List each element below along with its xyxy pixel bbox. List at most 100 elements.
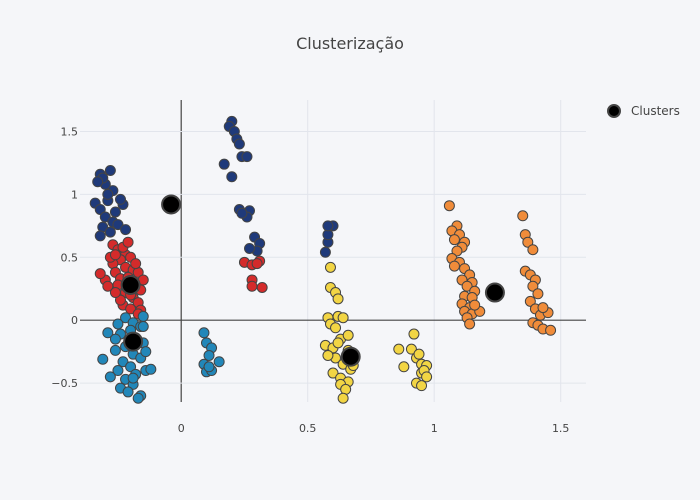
chart-title: Clusterização (296, 34, 404, 53)
data-point (324, 261, 336, 273)
data-point (125, 361, 137, 373)
data-point (448, 260, 460, 272)
y-tick-label: 1.5 (61, 125, 79, 138)
data-point (120, 312, 132, 324)
y-tick-label: −0.5 (51, 377, 78, 390)
data-point (545, 324, 557, 336)
data-point (522, 236, 534, 248)
data-point (322, 349, 334, 361)
data-point (198, 327, 210, 339)
data-point (218, 158, 230, 170)
data-point (233, 138, 245, 150)
data-point (246, 280, 258, 292)
data-point (405, 343, 417, 355)
data-point (342, 329, 354, 341)
data-point (109, 206, 121, 218)
y-tick-label: 0.5 (61, 251, 79, 264)
data-point (461, 280, 473, 292)
data-point (464, 318, 476, 330)
data-point (527, 244, 539, 256)
data-point (203, 361, 215, 373)
x-tick-label: 1.5 (552, 422, 570, 435)
data-point (517, 210, 529, 222)
cluster-centroid (340, 346, 361, 367)
data-point (527, 280, 539, 292)
data-point (416, 380, 428, 392)
data-point (145, 363, 157, 375)
data-point (337, 312, 349, 324)
data-point (109, 287, 121, 299)
data-point (469, 299, 481, 311)
data-point (451, 245, 463, 257)
cluster-centroid (123, 331, 144, 352)
data-point (244, 242, 256, 254)
data-point (241, 151, 253, 163)
data-point (122, 236, 134, 248)
data-point (94, 268, 106, 280)
data-point (112, 219, 124, 231)
data-point (203, 349, 215, 361)
data-point (99, 211, 111, 223)
data-point (256, 281, 268, 293)
data-point (213, 356, 225, 368)
cluster-centroid (484, 282, 505, 303)
data-point (102, 327, 114, 339)
data-point (337, 392, 349, 404)
data-point (92, 176, 104, 188)
data-point (120, 224, 132, 236)
data-point (132, 392, 144, 404)
x-tick-label: 1 (431, 422, 438, 435)
data-point (104, 226, 116, 238)
data-point (94, 230, 106, 242)
data-point (102, 188, 114, 200)
data-point (117, 356, 129, 368)
data-point (327, 367, 339, 379)
data-point (236, 207, 248, 219)
data-point (537, 302, 549, 314)
data-point (114, 294, 126, 306)
data-point (127, 372, 139, 384)
data-point (330, 322, 342, 334)
legend[interactable]: Clusters (607, 104, 680, 118)
data-point (332, 337, 344, 349)
data-point (332, 293, 344, 305)
data-point (322, 220, 334, 232)
data-point (524, 295, 536, 307)
data-point (102, 280, 114, 292)
data-point (112, 318, 124, 330)
x-tick-label: 0.5 (299, 422, 317, 435)
data-point (104, 371, 116, 383)
data-point (104, 164, 116, 176)
y-tick-label: 0 (71, 314, 78, 327)
data-point (94, 203, 106, 215)
data-point (114, 193, 126, 205)
data-point (393, 343, 405, 355)
cluster-centroid (120, 274, 141, 295)
data-point (140, 346, 152, 358)
x-tick-label: 0 (178, 422, 185, 435)
data-point (109, 333, 121, 345)
data-point (130, 258, 142, 270)
data-point (448, 234, 460, 246)
data-point (226, 171, 238, 183)
legend-label: Clusters (631, 104, 680, 118)
data-point (137, 310, 149, 322)
data-point (112, 365, 124, 377)
data-point (421, 371, 433, 383)
data-point (319, 246, 331, 258)
data-point (408, 328, 420, 340)
data-point (109, 344, 121, 356)
data-point (398, 361, 410, 373)
data-point (413, 348, 425, 360)
data-point (122, 386, 134, 398)
legend-marker-icon (607, 104, 621, 118)
data-point (443, 200, 455, 212)
y-tick-label: 1 (71, 188, 78, 201)
data-point (137, 321, 149, 332)
data-point (251, 258, 263, 270)
data-point (109, 249, 121, 261)
cluster-centroid (161, 194, 182, 215)
data-point (97, 353, 109, 365)
